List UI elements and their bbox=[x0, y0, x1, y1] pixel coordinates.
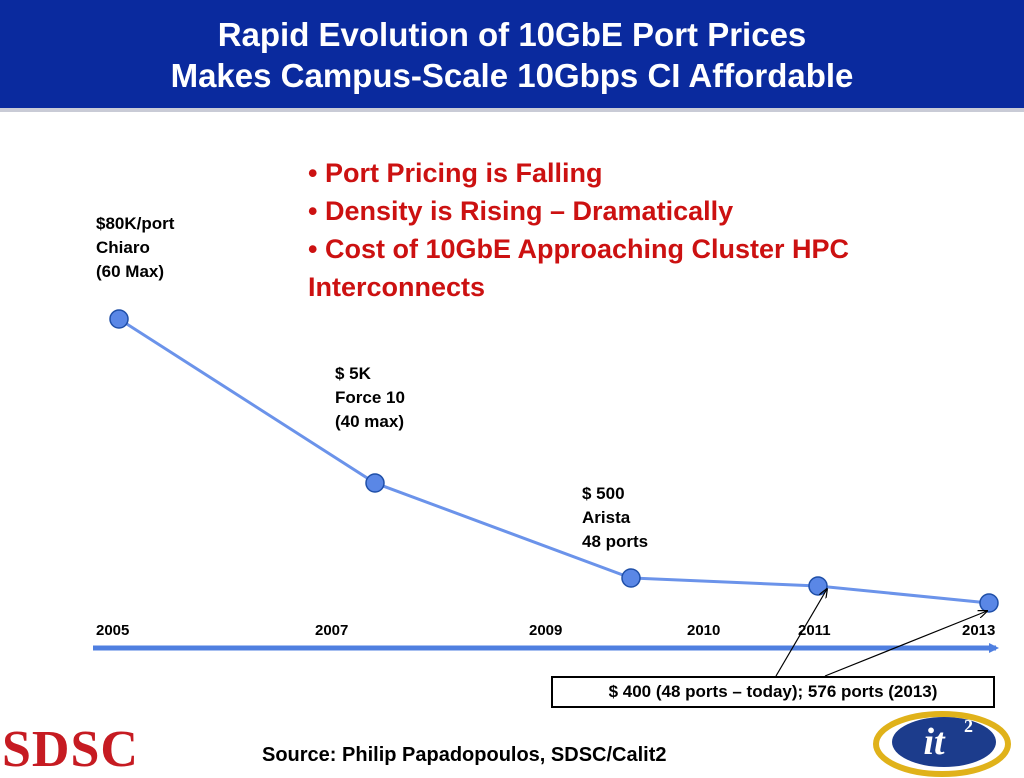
slide-title-line-2: Makes Campus-Scale 10Gbps CI Affordable bbox=[170, 57, 854, 94]
x-tick-label: 2010 bbox=[687, 622, 721, 639]
data-point-2013 bbox=[979, 593, 999, 613]
point-label-line: 48 ports bbox=[582, 532, 649, 551]
logo-superscript: 2 bbox=[964, 716, 973, 736]
point-label-line: Force 10 bbox=[335, 388, 405, 407]
data-point-2011 bbox=[808, 576, 828, 596]
point-label-line: $ 500 bbox=[582, 484, 625, 503]
slide-title: Rapid Evolution of 10GbE Port Prices Mak… bbox=[0, 14, 1024, 96]
callout-pointer-2011 bbox=[775, 589, 827, 677]
price-series-line bbox=[118, 317, 990, 605]
bullet-item: • Density is Rising – Dramatically bbox=[308, 196, 734, 226]
x-tick-label: 2005 bbox=[96, 622, 130, 639]
sdsc-logo: SDSC bbox=[2, 721, 139, 778]
logo-text: it bbox=[923, 721, 946, 763]
point-label-line: Arista bbox=[582, 508, 631, 527]
bullet-list: • Port Pricing is Falling • Density is R… bbox=[308, 154, 1008, 306]
point-label-2010: $ 500 Arista 48 ports bbox=[582, 482, 648, 554]
title-bar bbox=[0, 0, 1024, 108]
data-point-2005 bbox=[109, 309, 129, 329]
point-label-2005: $80K/port Chiaro (60 Max) bbox=[96, 212, 174, 284]
slide-title-line-1: Rapid Evolution of 10GbE Port Prices bbox=[217, 16, 807, 53]
x-tick-label: 2013 bbox=[962, 622, 996, 639]
data-point-2007 bbox=[365, 473, 385, 493]
callout-pointer-2013 bbox=[824, 611, 987, 677]
title-bar-shadow bbox=[0, 108, 1024, 112]
x-tick-label: 2007 bbox=[315, 622, 349, 639]
point-label-line: (60 Max) bbox=[96, 262, 165, 281]
point-label-line: $ 5K bbox=[335, 364, 371, 383]
logo-swoosh bbox=[873, 711, 1011, 777]
point-label-line: Chiaro bbox=[96, 238, 150, 257]
bullet-item: • Port Pricing is Falling bbox=[308, 158, 603, 188]
source-note: Source: Philip Papadopoulos, SDSC/Calit2 bbox=[262, 744, 667, 766]
bullet-item: Interconnects bbox=[308, 272, 486, 302]
data-point-2010 bbox=[621, 568, 641, 588]
bullet-item: • Cost of 10GbE Approaching Cluster HPC bbox=[308, 234, 850, 264]
logo-disc bbox=[892, 717, 996, 767]
price-callout: $ 400 (48 ports – today); 576 ports (201… bbox=[551, 676, 995, 708]
point-label-line: (40 max) bbox=[335, 412, 404, 431]
calit2-logo: it 2 bbox=[873, 711, 1011, 777]
x-tick-label: 2011 bbox=[798, 622, 831, 639]
x-tick-label: 2009 bbox=[529, 622, 563, 639]
point-label-line: $80K/port bbox=[96, 214, 175, 233]
point-label-2007: $ 5K Force 10 (40 max) bbox=[335, 362, 405, 434]
